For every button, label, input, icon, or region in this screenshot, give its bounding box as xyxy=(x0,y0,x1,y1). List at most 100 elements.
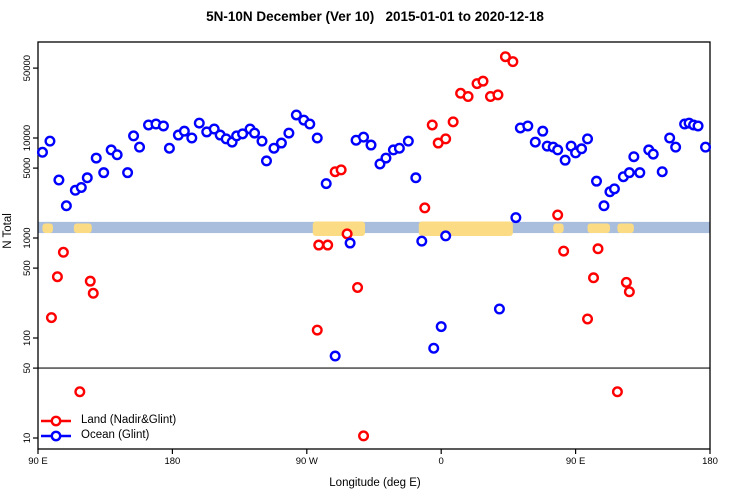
land-data-point xyxy=(341,228,353,240)
land-band-segment xyxy=(587,223,610,233)
ocean-band xyxy=(38,221,710,234)
ocean-data-point xyxy=(163,142,175,154)
y-axis-label: N Total xyxy=(2,213,14,249)
ocean-data-point xyxy=(90,152,102,164)
y-tick-label: 100 xyxy=(22,330,33,346)
y-tick-label: 50 xyxy=(22,363,33,374)
land-data-point xyxy=(352,281,364,293)
ocean-data-point xyxy=(193,117,205,129)
ocean-data-point xyxy=(380,152,392,164)
land-data-point xyxy=(440,133,452,145)
ocean-data-point xyxy=(634,167,646,179)
land-data-point xyxy=(623,286,635,298)
land-data-point xyxy=(419,202,431,214)
land-band-segment xyxy=(312,221,366,236)
ocean-data-point xyxy=(75,181,87,193)
ocean-data-point xyxy=(60,200,72,212)
ocean-data-point xyxy=(157,120,169,132)
ocean-data-point xyxy=(552,144,564,156)
ocean-data-point xyxy=(700,141,712,153)
y-tick-label: 50000 xyxy=(22,55,33,81)
ocean-data-point xyxy=(559,154,571,166)
land-series-symbol-icon xyxy=(41,415,71,426)
land-data-point xyxy=(558,245,570,257)
ocean-data-point xyxy=(178,125,190,137)
ocean-data-point xyxy=(256,135,268,147)
land-data-point xyxy=(592,243,604,255)
ocean-data-point xyxy=(428,342,440,354)
land-data-point xyxy=(426,119,438,131)
ocean-data-point xyxy=(608,183,620,195)
ocean-data-point xyxy=(591,175,603,187)
land-data-point xyxy=(620,276,632,288)
ocean-data-point xyxy=(260,155,272,167)
ocean-data-point xyxy=(393,142,405,154)
land-data-point xyxy=(447,116,459,128)
ocean-data-point xyxy=(598,200,610,212)
land-band-segment xyxy=(617,223,634,233)
ocean-data-point xyxy=(128,130,140,142)
ocean-data-point xyxy=(537,125,549,137)
ocean-data-point xyxy=(656,166,668,178)
land-data-point xyxy=(45,312,57,324)
ocean-data-point xyxy=(664,132,676,144)
ocean-data-point xyxy=(510,212,522,224)
ocean-data-point xyxy=(36,146,48,158)
x-tick-label: 0 xyxy=(439,456,444,467)
ocean-data-point xyxy=(53,174,65,186)
ocean-data-point xyxy=(344,237,356,249)
ocean-data-point xyxy=(435,321,447,333)
land-data-point xyxy=(507,56,519,68)
x-tick-label: 90 W xyxy=(296,456,318,467)
ocean-data-point xyxy=(410,172,422,184)
land-data-point xyxy=(313,239,325,251)
ocean-data-point xyxy=(358,131,370,143)
ocean-data-point xyxy=(628,151,640,163)
land-data-point xyxy=(84,275,96,287)
land-data-point xyxy=(492,89,504,101)
land-data-point xyxy=(322,239,334,251)
legend-item-land: Land (Nadir&Glint) xyxy=(40,413,176,428)
ocean-data-point xyxy=(692,120,704,132)
ocean-data-point xyxy=(647,148,659,160)
ocean-data-point xyxy=(111,149,123,161)
ocean-data-point xyxy=(283,127,295,139)
land-data-point xyxy=(462,91,474,103)
ocean-data-point xyxy=(304,118,316,130)
land-band-segment xyxy=(42,223,53,233)
ocean-data-point xyxy=(311,132,323,144)
y-tick-label: 10000 xyxy=(22,125,33,151)
ocean-data-point xyxy=(249,127,261,139)
y-tick-label: 1000 xyxy=(22,227,33,248)
ocean-data-point xyxy=(529,136,541,148)
land-data-point xyxy=(87,287,99,299)
land-data-point xyxy=(499,51,511,63)
ocean-data-point xyxy=(402,135,414,147)
ocean-data-point xyxy=(522,120,534,132)
ocean-data-point xyxy=(275,137,287,149)
ocean-data-point xyxy=(493,303,505,315)
y-tick-label: 10 xyxy=(22,433,33,444)
x-tick-label: 180 xyxy=(702,456,718,467)
x-axis-label: Longitude (deg E) xyxy=(329,477,421,489)
ocean-data-point xyxy=(186,132,198,144)
land-band-segment xyxy=(418,221,513,236)
land-data-point xyxy=(51,271,63,283)
land-data-point xyxy=(358,430,370,442)
land-data-point xyxy=(311,324,323,336)
ocean-data-point xyxy=(582,133,594,145)
ocean-data-point xyxy=(134,141,146,153)
ocean-data-point xyxy=(237,128,249,140)
chart-title: 5N-10N December (Ver 10) 2015-01-01 to 2… xyxy=(206,9,544,24)
y-tick-label: 5000 xyxy=(22,158,33,179)
ocean-series-symbol-icon xyxy=(41,430,71,441)
ocean-data-point xyxy=(98,167,110,179)
ocean-data-point xyxy=(670,141,682,153)
x-tick-label: 90 E xyxy=(28,456,48,467)
ocean-data-point xyxy=(623,167,635,179)
x-tick-label: 180 xyxy=(164,456,180,467)
legend-item-ocean: Ocean (Glint) xyxy=(40,428,176,443)
ocean-data-point xyxy=(576,143,588,155)
land-data-point xyxy=(552,209,564,221)
